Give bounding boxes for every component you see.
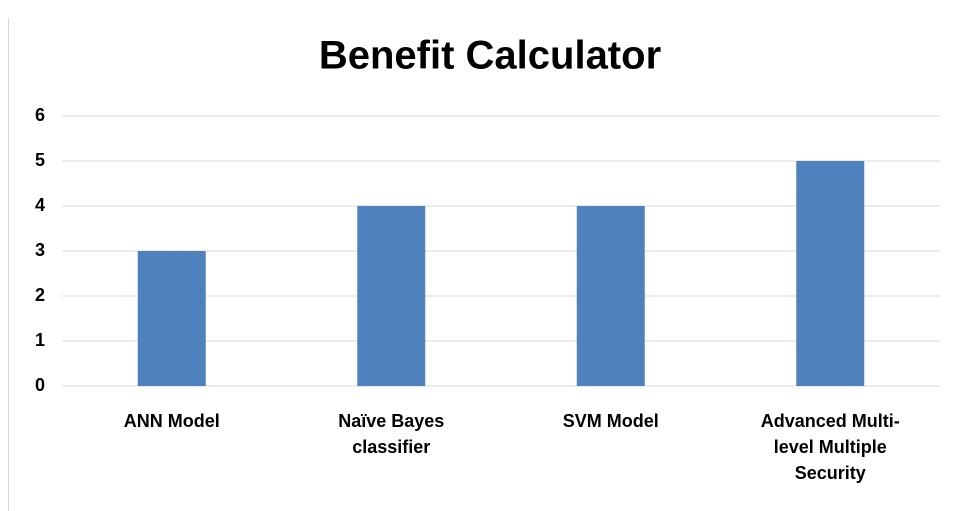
x-tick-label: Advanced Multi-level Multiple Security [760, 411, 900, 483]
y-tick-label: 5 [35, 150, 45, 170]
y-tick-label: 3 [35, 240, 45, 260]
x-tick-label: ANN Model [123, 411, 220, 431]
chart-title: Benefit Calculator [319, 34, 661, 78]
bar [796, 161, 865, 386]
x-tick-label: SVM Model [562, 411, 659, 431]
y-tick-label: 4 [35, 195, 45, 215]
bar [137, 251, 206, 386]
y-tick-label: 6 [35, 105, 45, 125]
y-tick-label: 0 [35, 375, 45, 395]
bar [357, 206, 426, 386]
bar [576, 206, 645, 386]
y-tick-label: 2 [35, 285, 45, 305]
y-tick-label: 1 [35, 330, 45, 350]
x-tick-label: Naïve Bayes classifier [338, 411, 445, 457]
